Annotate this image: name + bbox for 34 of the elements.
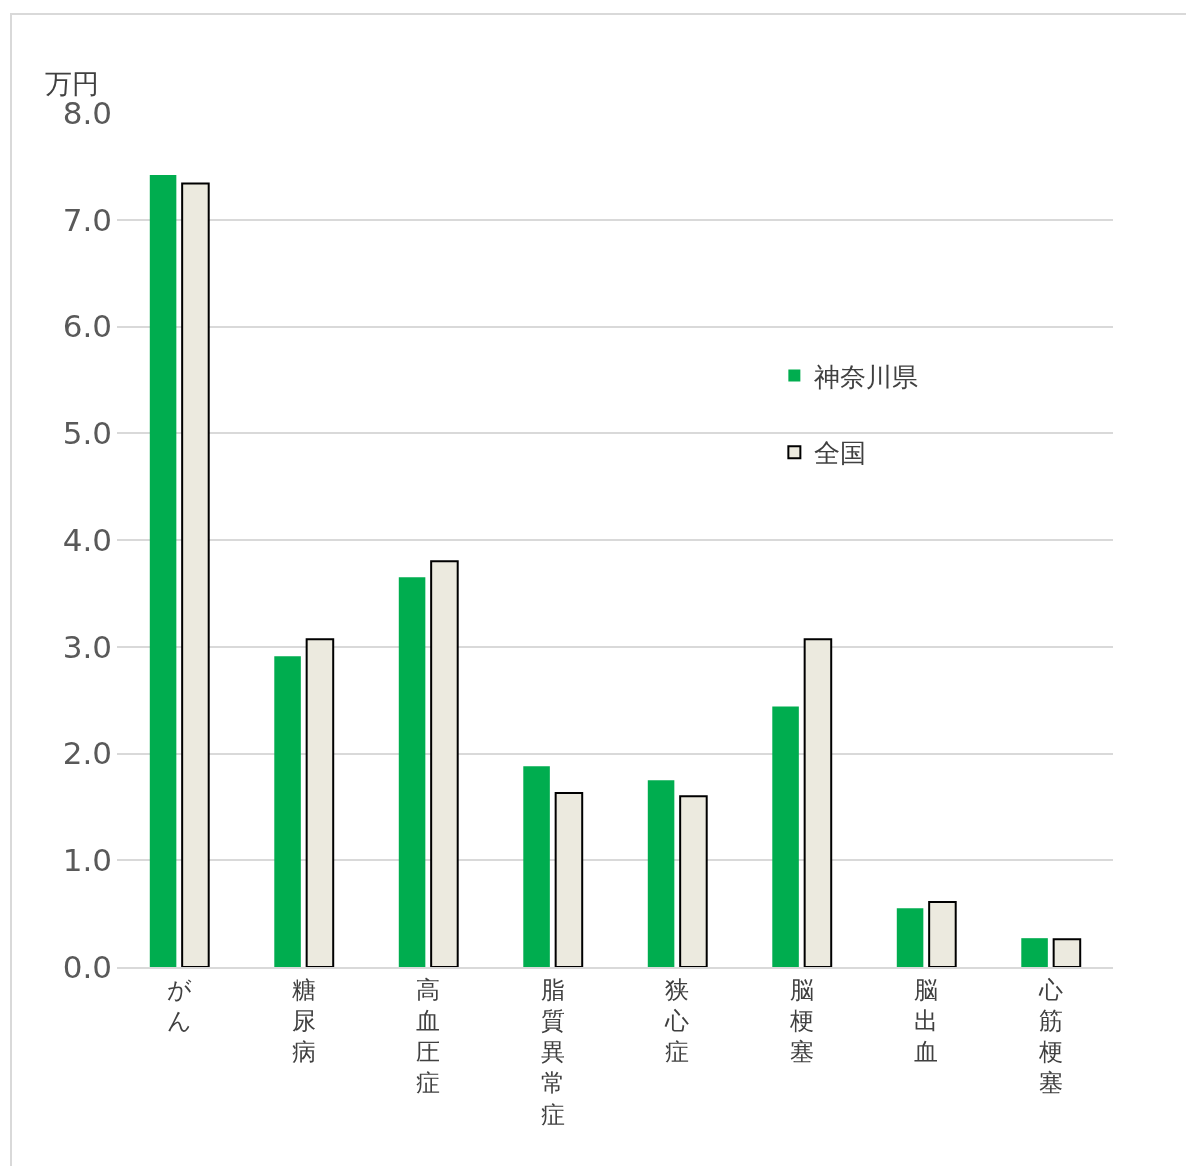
bar — [181, 182, 210, 967]
bar — [772, 706, 799, 967]
bar — [647, 780, 675, 967]
bar — [274, 656, 301, 967]
y-tick-label: 0.0 — [62, 948, 112, 985]
x-tick-label: がん — [166, 975, 192, 1035]
y-tick-label: 6.0 — [62, 308, 112, 345]
y-tick-label: 5.0 — [62, 415, 112, 452]
x-tick-label: 脳出血 — [914, 975, 939, 1067]
x-tick-label: 心筋梗塞 — [1037, 975, 1063, 1098]
x-tick-label: 高血圧症 — [416, 975, 441, 1098]
bar — [679, 795, 708, 967]
y-tick-label: 2.0 — [62, 735, 112, 772]
bar — [928, 900, 957, 967]
bar — [1052, 938, 1082, 967]
bar — [305, 638, 335, 967]
y-tick-label: 1.0 — [62, 842, 112, 879]
legend-label: 全国 — [814, 438, 867, 469]
x-tick-label: 狭心症 — [664, 975, 690, 1067]
bar — [149, 174, 177, 967]
x-tick-label: 糖尿病 — [291, 975, 316, 1067]
y-tick-label: 7.0 — [62, 201, 112, 238]
legend-label: 神奈川県 — [814, 361, 919, 392]
x-tick-label: 脳梗塞 — [788, 975, 814, 1067]
bar — [523, 766, 550, 967]
bar — [430, 560, 459, 967]
bar — [554, 792, 584, 967]
bar — [803, 638, 833, 967]
y-tick-label: 4.0 — [62, 521, 112, 558]
y-tick-label: 3.0 — [62, 628, 112, 665]
bar — [896, 908, 924, 967]
bar — [1021, 938, 1048, 967]
bar — [398, 577, 426, 967]
x-tick-label: 脂質異常症 — [540, 975, 565, 1129]
